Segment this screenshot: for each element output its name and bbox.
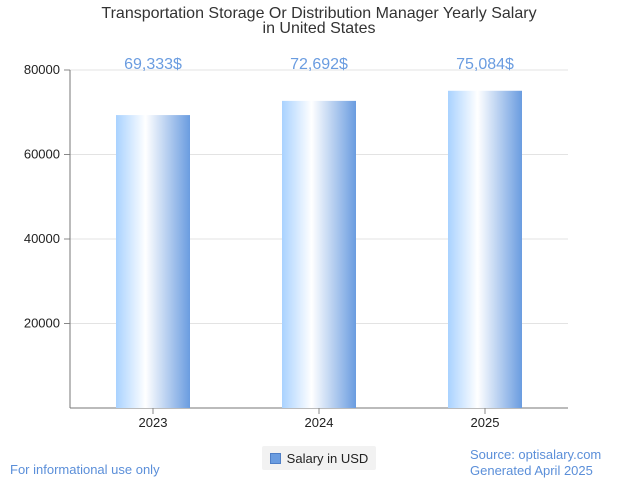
- bar-2025[interactable]: [448, 90, 522, 408]
- y-tick-label: 80000: [24, 62, 60, 77]
- y-tick-label: 20000: [24, 316, 60, 331]
- bar-2023[interactable]: [116, 115, 190, 408]
- value-label: 72,692$: [290, 56, 348, 73]
- labels: 20000 40000 60000 80000 2023 69,333$ 2024 72,69…: [24, 56, 514, 430]
- bar-2024[interactable]: [282, 100, 356, 409]
- x-tick-label: 2025: [471, 415, 500, 430]
- chart-title-line-2: in United States: [263, 20, 376, 37]
- x-tick-label: 2023: [139, 415, 168, 430]
- y-tick-label: 60000: [24, 147, 60, 162]
- legend[interactable]: Salary in USD: [262, 446, 376, 470]
- chart-title-line-1: Transportation Storage Or Distribution M…: [101, 5, 536, 22]
- disclaimer-text: For informational use only: [10, 462, 160, 477]
- x-tick-label: 2024: [305, 415, 334, 430]
- value-label: 75,084$: [456, 56, 514, 73]
- bars: [116, 90, 522, 409]
- y-tick-label: 40000: [24, 231, 60, 246]
- source-block: Source: optisalary.com Generated April 2…: [470, 447, 601, 479]
- legend-swatch: [269, 452, 281, 464]
- source-text: Source: optisalary.com: [470, 447, 602, 462]
- generated-text: Generated April 2025: [470, 463, 593, 478]
- legend-label: Salary in USD: [286, 450, 369, 466]
- value-label: 69,333$: [124, 56, 182, 73]
